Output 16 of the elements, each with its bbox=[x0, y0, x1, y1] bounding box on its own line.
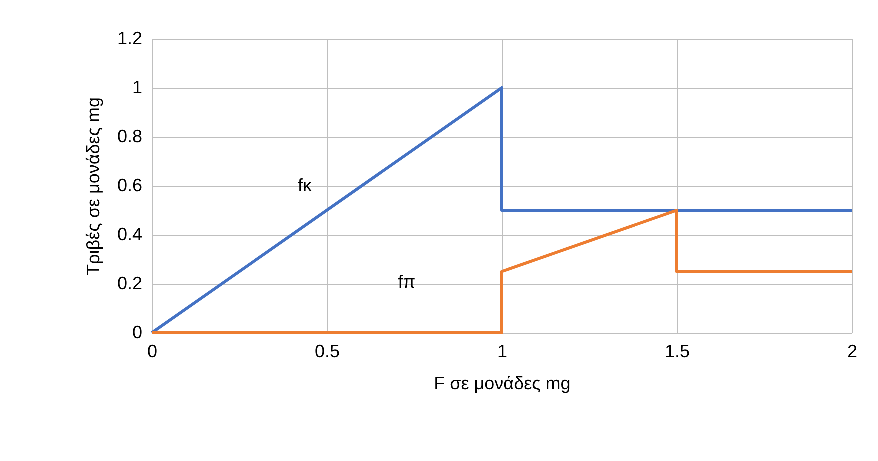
y-tick-label: 0.2 bbox=[117, 274, 142, 294]
x-tick-label: 0 bbox=[147, 342, 158, 362]
y-tick-label: 1.2 bbox=[117, 28, 142, 48]
y-tick-label: 0.4 bbox=[117, 224, 142, 244]
y-tick-label: 1 bbox=[132, 78, 142, 98]
x-tick-label: 0.5 bbox=[314, 342, 340, 362]
x-tick-label: 1.5 bbox=[664, 342, 690, 362]
y-axis-title: Τριβές σε μονάδες mg bbox=[83, 98, 104, 276]
y-tick-label: 0.8 bbox=[117, 126, 142, 146]
y-tick-label: 0 bbox=[132, 322, 142, 342]
series-label: fκ bbox=[298, 176, 313, 196]
y-tick-label: 0.6 bbox=[117, 176, 142, 196]
x-axis-title: F σε μονάδες mg bbox=[434, 374, 571, 394]
text: fπ bbox=[398, 272, 416, 292]
x-tick-label: 1 bbox=[497, 342, 508, 362]
x-tick-label: 2 bbox=[847, 342, 858, 362]
